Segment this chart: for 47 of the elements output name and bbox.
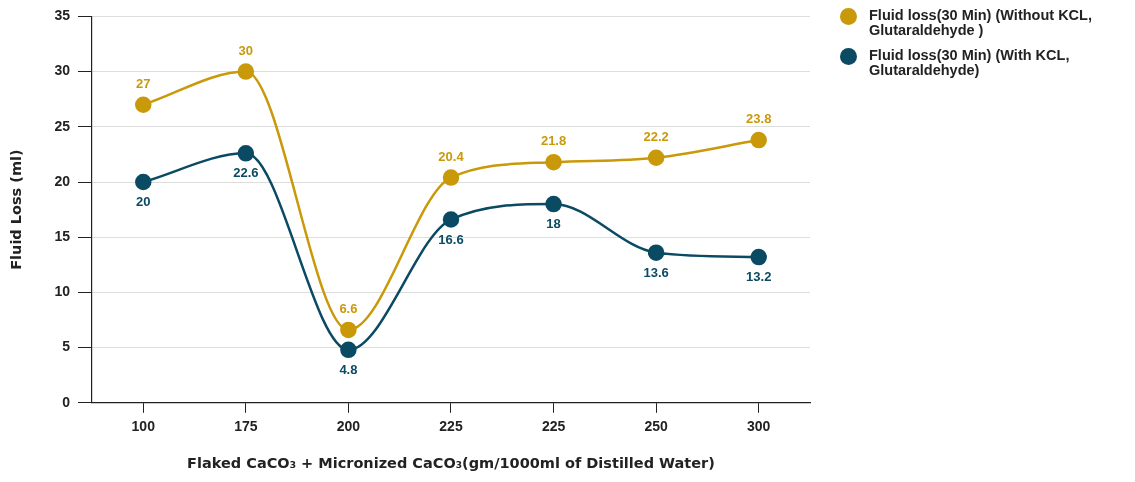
data-label: 27 xyxy=(136,75,151,91)
data-label: 13.2 xyxy=(746,269,772,285)
point xyxy=(135,173,152,191)
y-tick-label: 25 xyxy=(54,117,71,134)
y-tick-label: 30 xyxy=(54,62,71,79)
x-tick-label: 225 xyxy=(541,418,566,435)
x-tick-label: 300 xyxy=(747,418,771,435)
point xyxy=(545,195,562,213)
data-label: 23.8 xyxy=(746,111,772,127)
point xyxy=(237,145,255,162)
data-label: 6.6 xyxy=(339,301,358,317)
x-tick-label: 250 xyxy=(644,418,669,435)
point xyxy=(750,131,767,149)
point xyxy=(647,244,665,261)
y-tick-label: 5 xyxy=(62,338,71,355)
data-label: 16.6 xyxy=(438,231,464,247)
point xyxy=(340,321,357,339)
data-label: 22.6 xyxy=(233,165,259,181)
x-tick-label: 225 xyxy=(439,418,463,435)
y-tick-label: 0 xyxy=(62,393,71,410)
y-tick-label: 35 xyxy=(54,7,71,24)
x-tick-label: 175 xyxy=(234,418,258,435)
point xyxy=(750,248,767,266)
data-label: 22.2 xyxy=(643,128,669,144)
point xyxy=(647,149,665,166)
point xyxy=(237,63,255,80)
x-tick-label: 100 xyxy=(131,418,156,435)
data-label: 4.8 xyxy=(339,361,358,377)
point xyxy=(340,341,357,359)
point xyxy=(442,211,460,228)
data-label: 21.8 xyxy=(540,133,567,149)
data-label: 20.4 xyxy=(438,148,465,164)
y-tick-label: 15 xyxy=(54,228,71,245)
y-tick-label: 10 xyxy=(54,283,71,300)
x-tick-label: 200 xyxy=(336,418,361,435)
y-tick-label: 20 xyxy=(54,172,71,189)
y-axis-title: Fluid Loss (ml) xyxy=(8,149,25,270)
legend-label: Fluid loss(30 Min) (With KCL, Glutaraldehyde) xyxy=(869,47,1071,78)
x-axis-title: Flaked CaCO₃ + Micronized CaCO₃(gm/1000ml of Distilled Water) xyxy=(187,455,715,472)
data-label: 20 xyxy=(136,194,151,210)
data-label: 18 xyxy=(546,216,561,232)
point xyxy=(442,169,460,186)
data-label: 30 xyxy=(238,42,254,58)
point xyxy=(135,96,152,113)
point xyxy=(545,153,562,171)
legend-label: Fluid loss(30 Min) (Without KCL, Glutaraldehyde ) xyxy=(869,7,1093,38)
data-label: 13.6 xyxy=(643,264,669,280)
